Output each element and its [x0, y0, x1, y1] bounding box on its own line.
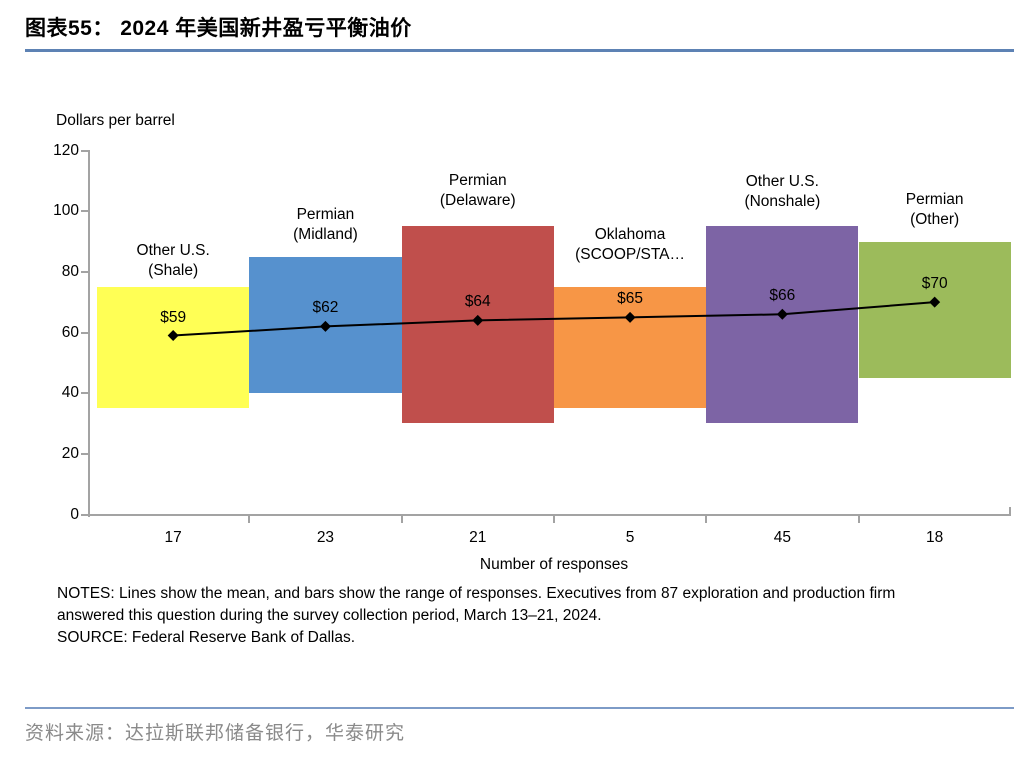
category-label-line: Oklahoma	[594, 226, 666, 243]
mean-value-label: $70	[921, 275, 948, 293]
mean-value-label: $66	[769, 287, 796, 305]
category-label: Oklahoma (SCOOP/STA…	[520, 225, 740, 265]
category-label-line: Other U.S.	[136, 242, 210, 259]
y-axis-title: Dollars per barrel	[56, 112, 175, 129]
mean-value-label: $64	[464, 293, 491, 311]
category-label: Permian (Other)	[825, 190, 1036, 230]
source-attribution: 资料来源：达拉斯联邦储备银行，华泰研究	[25, 723, 406, 744]
range-bar-6	[858, 241, 1011, 378]
y-axis-tick-label: 100	[53, 202, 79, 220]
x-axis	[88, 514, 1011, 516]
category-label-line: (Shale)	[148, 262, 199, 279]
mean-value-label: $65	[617, 290, 643, 308]
category-label-line: Permian	[296, 205, 355, 223]
x-axis-end-tick	[1009, 507, 1011, 514]
x-axis-tick	[705, 516, 708, 523]
chart-notes: NOTES: Lines show the mean, and bars sho…	[57, 583, 1017, 649]
x-axis-tick	[248, 516, 251, 523]
y-axis-tick	[81, 331, 89, 334]
mean-value-label: $59	[160, 308, 187, 326]
y-axis	[88, 150, 90, 517]
category-label: Permian (Midland)	[215, 205, 435, 245]
y-axis-tick-label: 80	[61, 262, 79, 280]
y-axis-tick	[81, 392, 89, 395]
x-axis-tick	[400, 516, 403, 523]
responses-tick-label: 17	[164, 529, 182, 546]
x-axis-tick	[552, 516, 555, 523]
category-label-line: (Nonshale)	[744, 193, 821, 211]
mean-value-label: $62	[312, 299, 339, 317]
category-label: Other U.S. (Nonshale)	[672, 172, 892, 212]
notes-line-2: answered this question during the survey…	[57, 607, 602, 624]
y-axis-tick-label: 0	[70, 505, 79, 523]
y-axis-tick	[81, 452, 89, 455]
category-label-line: (Other)	[910, 210, 960, 228]
y-axis-tick	[81, 513, 89, 516]
category-label-line: Permian	[448, 172, 507, 190]
category-label-line: Other U.S.	[745, 173, 819, 191]
title-divider	[25, 49, 1014, 52]
responses-tick-label: 18	[926, 529, 944, 546]
y-axis-tick-label: 120	[53, 141, 79, 159]
figure-title: 图表55： 2024 年美国新井盈亏平衡油价	[25, 17, 412, 40]
footer-divider	[25, 707, 1014, 709]
responses-tick-label: 5	[625, 529, 635, 546]
range-bar-1	[97, 287, 250, 409]
y-axis-tick	[81, 270, 89, 273]
x-axis-title: Number of responses	[479, 556, 629, 573]
category-label: Other U.S. (Shale)	[63, 241, 283, 281]
range-bar-5	[706, 226, 859, 424]
y-axis-tick-label: 60	[61, 323, 79, 341]
notes-line-3: SOURCE: Federal Reserve Bank of Dallas.	[57, 629, 356, 646]
responses-tick-label: 45	[773, 529, 791, 546]
x-axis-tick	[857, 516, 860, 523]
notes-line-1: NOTES: Lines show the mean, and bars sho…	[57, 585, 896, 602]
range-bar-2	[249, 256, 402, 394]
responses-tick-label: 21	[469, 529, 487, 546]
y-axis-tick	[81, 149, 89, 152]
category-label: Permian (Delaware)	[368, 171, 588, 211]
responses-tick-label: 23	[316, 529, 335, 546]
category-label-line: (Delaware)	[439, 192, 516, 210]
y-axis-tick-label: 40	[61, 384, 79, 402]
y-axis-tick	[81, 210, 89, 213]
category-label-line: Permian	[905, 190, 964, 208]
category-label-line: (SCOOP/STA…	[575, 246, 686, 263]
y-axis-tick-label: 20	[61, 444, 79, 462]
category-label-line: (Midland)	[293, 225, 358, 243]
